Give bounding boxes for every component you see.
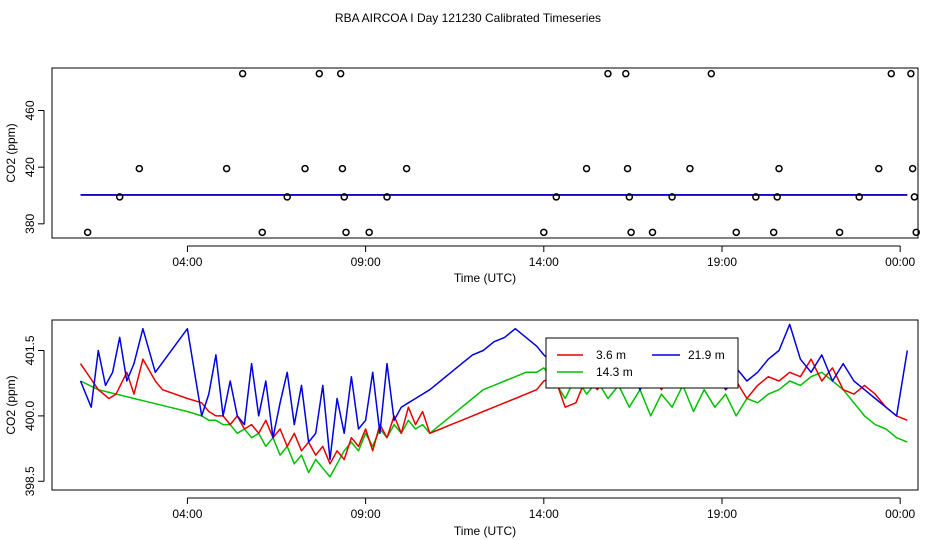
top-data-point: [258, 228, 267, 237]
bottom-x-tick-label: 00:00: [885, 507, 915, 521]
top-data-point: [732, 228, 740, 237]
top-data-point: [627, 228, 635, 237]
top-data-point: [283, 193, 291, 201]
top-data-point: [648, 228, 657, 237]
top-data-point: [775, 164, 783, 173]
top-data-point: [340, 193, 348, 201]
top-data-point: [604, 69, 612, 78]
top-data-point: [887, 69, 896, 78]
top-data-point: [623, 164, 632, 173]
top-data-point: [540, 228, 548, 237]
top-y-axis-label: CO2 (ppm): [4, 123, 18, 182]
bottom-series-line-143m: [80, 367, 908, 478]
bottom-series-line-219m: [79, 323, 909, 461]
top-data-point: [301, 164, 309, 173]
top-data-point: [552, 193, 561, 201]
top-x-axis: 04:00 09:00 14:00 19:00 00:00: [172, 245, 916, 269]
top-plot-frame: [51, 67, 919, 239]
top-panel: 04:00 09:00 14:00 19:00 00:00 380 420 460 Time…: [4, 67, 920, 285]
top-y-axis: 380 420 460: [23, 100, 45, 234]
top-data-point: [707, 69, 716, 78]
legend-label-21.9m: 21.9 m: [688, 348, 725, 362]
top-data-point: [908, 164, 917, 173]
top-data-point: [402, 164, 411, 173]
top-data-point: [338, 164, 347, 173]
top-data-point: [582, 164, 591, 173]
top-data-point: [912, 228, 920, 237]
top-data-point: [83, 228, 92, 237]
bottom-panel: 04:00 09:00 14:00 19:00 00:00 398.5 400.0 401.…: [4, 319, 919, 538]
legend: 3.6 m 21.9 m 14.3 m: [545, 337, 739, 389]
bottom-y-tick-label: 398.5: [23, 466, 37, 496]
top-data-point: [773, 193, 781, 201]
top-data-point: [907, 69, 915, 78]
top-data-point: [222, 164, 231, 173]
top-data-point: [622, 69, 630, 78]
top-data-point: [315, 69, 324, 78]
legend-label-3.6m: 3.6 m: [596, 348, 626, 362]
bottom-x-axis: 04:00 09:00 14:00 19:00 00:00: [172, 497, 916, 521]
figure-title: RBA AIRCOA I Day 121230 Calibrated Times…: [335, 11, 601, 25]
bottom-series-line-36m: [79, 358, 908, 465]
top-x-tick-label: 14:00: [529, 255, 559, 269]
top-data-point: [875, 164, 883, 173]
top-x-tick-label: 00:00: [885, 255, 915, 269]
top-data-point: [383, 193, 391, 201]
top-points-layer: [83, 69, 920, 237]
bottom-x-axis-label: Time (UTC): [454, 524, 516, 538]
top-data-point: [855, 193, 863, 201]
bottom-series-layer: [79, 323, 909, 478]
top-data-point: [769, 228, 778, 237]
top-data-point: [668, 193, 676, 201]
bottom-x-tick-label: 14:00: [529, 507, 559, 521]
bottom-y-axis: 398.5 400.0 401.5: [23, 335, 45, 496]
bottom-y-tick-label: 401.5: [23, 335, 37, 365]
top-data-point: [625, 193, 634, 201]
top-y-tick-label: 420: [23, 157, 37, 177]
top-data-point: [910, 193, 919, 201]
legend-label-14.3m: 14.3 m: [596, 365, 633, 379]
bottom-x-tick-label: 09:00: [351, 507, 381, 521]
top-y-tick-label: 460: [23, 100, 37, 120]
bottom-plot-frame: [51, 319, 919, 491]
top-data-point: [686, 164, 694, 173]
top-y-tick-label: 380: [23, 214, 37, 234]
legend-box: [545, 337, 739, 389]
bottom-y-axis-label: CO2 (ppm): [4, 375, 18, 434]
top-data-point: [238, 69, 247, 78]
bottom-x-tick-label: 04:00: [172, 507, 202, 521]
top-data-point: [336, 69, 345, 78]
bottom-y-tick-label: 400.0: [23, 401, 37, 431]
top-data-point: [835, 228, 844, 237]
top-x-tick-label: 09:00: [351, 255, 381, 269]
top-data-point: [342, 228, 350, 237]
top-x-tick-label: 19:00: [707, 255, 737, 269]
top-data-point: [115, 193, 124, 201]
top-data-point: [365, 228, 373, 237]
top-x-axis-label: Time (UTC): [454, 271, 516, 285]
top-data-point: [135, 164, 144, 173]
top-data-point: [752, 193, 760, 201]
top-x-tick-label: 04:00: [172, 255, 202, 269]
bottom-x-tick-label: 19:00: [707, 507, 737, 521]
